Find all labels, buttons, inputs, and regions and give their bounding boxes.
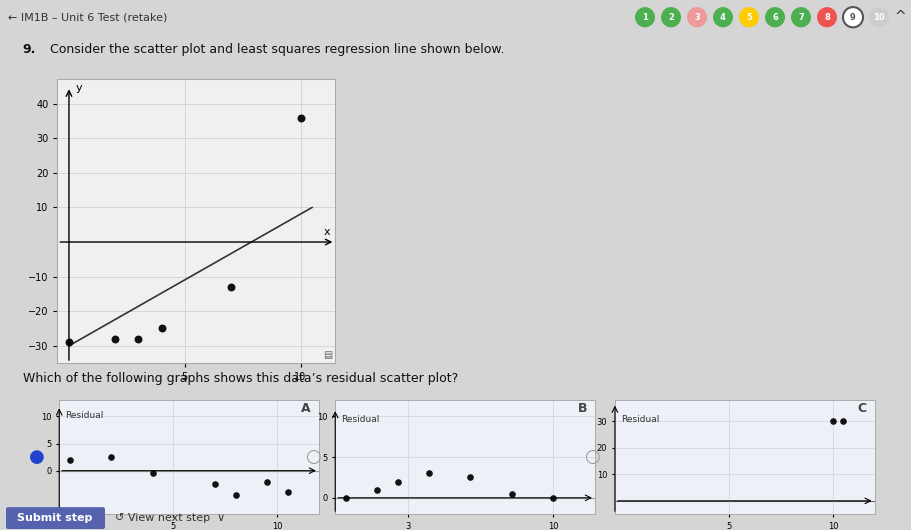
Text: 3: 3 xyxy=(694,13,700,22)
Circle shape xyxy=(843,7,863,28)
Point xyxy=(104,453,118,461)
Point xyxy=(154,324,169,333)
Circle shape xyxy=(817,7,837,28)
Circle shape xyxy=(661,7,681,28)
Point xyxy=(62,338,77,347)
Text: 4: 4 xyxy=(720,13,726,22)
Text: Residual: Residual xyxy=(342,415,380,424)
Text: B: B xyxy=(578,402,587,416)
Text: C: C xyxy=(857,402,866,416)
Circle shape xyxy=(765,7,785,28)
Text: Submit step: Submit step xyxy=(17,513,93,523)
Point xyxy=(338,493,353,502)
Text: A: A xyxy=(302,402,311,416)
Text: ← IM1B – Unit 6 Test (retake): ← IM1B – Unit 6 Test (retake) xyxy=(8,12,168,22)
Circle shape xyxy=(739,7,759,28)
Text: 10: 10 xyxy=(873,13,885,22)
Point xyxy=(131,334,146,343)
Circle shape xyxy=(635,7,655,28)
Text: ●: ● xyxy=(28,448,45,466)
Point xyxy=(229,491,243,499)
Text: 5: 5 xyxy=(746,13,752,22)
Circle shape xyxy=(687,7,707,28)
Circle shape xyxy=(713,7,733,28)
Text: 8: 8 xyxy=(824,13,830,22)
Circle shape xyxy=(869,7,889,28)
Text: 9: 9 xyxy=(850,13,855,22)
Text: Consider the scatter plot and least squares regression line shown below.: Consider the scatter plot and least squa… xyxy=(50,43,505,56)
Text: x: x xyxy=(324,227,331,237)
Text: ▤: ▤ xyxy=(323,350,333,360)
Point xyxy=(463,473,477,482)
Point xyxy=(146,469,160,478)
Text: y: y xyxy=(76,83,83,93)
Point xyxy=(62,456,77,464)
Text: ○: ○ xyxy=(304,448,321,466)
Point xyxy=(390,478,404,486)
Point xyxy=(825,417,840,426)
Point xyxy=(208,480,222,489)
Text: ○: ○ xyxy=(584,448,600,466)
Text: Residual: Residual xyxy=(621,416,660,424)
Text: 6: 6 xyxy=(772,13,778,22)
Text: Which of the following graphs shows this data’s residual scatter plot?: Which of the following graphs shows this… xyxy=(23,372,458,385)
Text: Residual: Residual xyxy=(66,411,104,420)
Point xyxy=(108,334,123,343)
Point xyxy=(293,113,308,122)
Circle shape xyxy=(791,7,811,28)
Text: 2: 2 xyxy=(668,13,674,22)
Point xyxy=(546,493,560,502)
Point xyxy=(505,490,519,498)
Text: 7: 7 xyxy=(798,13,804,22)
FancyBboxPatch shape xyxy=(6,507,105,529)
Text: ↺ View next step  ∨: ↺ View next step ∨ xyxy=(115,513,225,523)
Point xyxy=(260,478,274,486)
Text: 1: 1 xyxy=(642,13,648,22)
Text: 9.: 9. xyxy=(23,43,36,56)
Point xyxy=(370,485,384,494)
Point xyxy=(422,469,436,478)
Point xyxy=(281,488,295,497)
Point xyxy=(836,417,851,426)
Point xyxy=(224,282,239,291)
Text: ^: ^ xyxy=(895,10,906,24)
